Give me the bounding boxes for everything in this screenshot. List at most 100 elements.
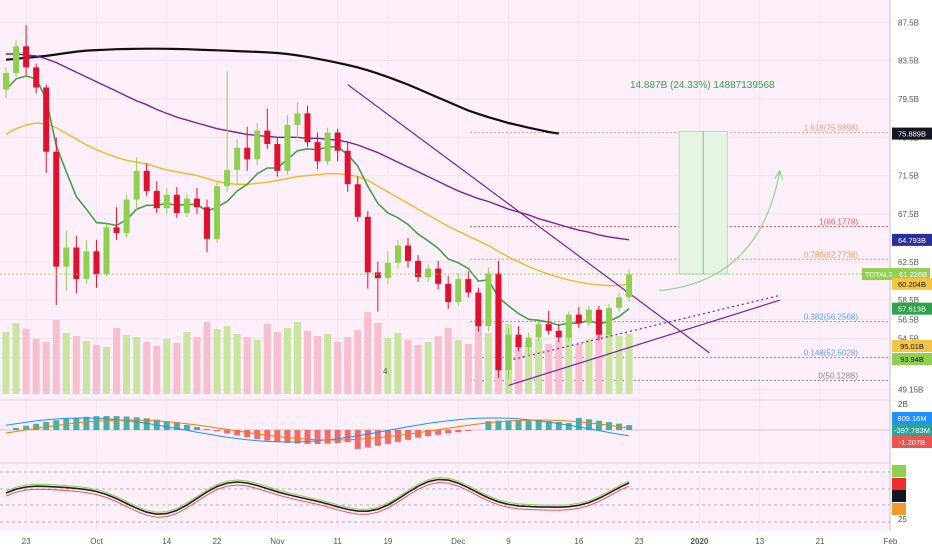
- volume-bar: [575, 344, 582, 394]
- volume-badge: 93.94B: [900, 355, 924, 364]
- candle-body: [516, 335, 522, 347]
- volume-bar: [455, 340, 462, 394]
- volume-bar: [123, 335, 130, 394]
- candle-body: [214, 186, 220, 239]
- candle-body: [63, 247, 69, 266]
- time-tick: 9: [506, 537, 511, 546]
- candle-body: [405, 246, 411, 261]
- volume-bar: [374, 323, 381, 394]
- macd-bar: [73, 418, 79, 430]
- candle-body: [556, 331, 562, 338]
- candle-body: [375, 272, 381, 278]
- macd-bar: [566, 423, 572, 430]
- macd-badge: -1.207B: [899, 438, 925, 447]
- price-tick: 79.5B: [898, 95, 919, 104]
- volume-bar: [183, 332, 190, 394]
- volume-bar: [33, 339, 40, 394]
- candle-body: [204, 207, 210, 239]
- volume-bar: [606, 332, 613, 394]
- volume-bar: [153, 346, 160, 394]
- volume-bar: [304, 331, 311, 394]
- macd-bar: [516, 420, 522, 430]
- macd-bar: [325, 430, 331, 444]
- fib-label: 0.786(62.7738): [804, 250, 859, 259]
- candle-body: [234, 148, 240, 170]
- volume-bar: [73, 336, 80, 394]
- time-tick: 23: [635, 537, 644, 546]
- candle-body: [305, 113, 311, 142]
- candle-body: [355, 184, 361, 217]
- price-badge: 75.889B: [898, 130, 926, 139]
- time-axis-background: [0, 531, 932, 550]
- macd-bar: [244, 430, 250, 437]
- candle-body: [395, 246, 401, 263]
- candle-body: [93, 251, 99, 274]
- macd-bar: [184, 425, 190, 430]
- volume-bar: [103, 347, 110, 394]
- candle-body: [134, 171, 140, 200]
- rsi-badge-bg: [892, 490, 906, 502]
- volume-bar: [535, 339, 542, 394]
- macd-bar: [83, 417, 89, 430]
- candle-body: [124, 200, 130, 234]
- macd-bar: [576, 418, 582, 430]
- candle-body: [254, 131, 260, 160]
- macd-bar: [204, 429, 210, 430]
- price-badge: 64.793B: [898, 236, 926, 245]
- volume-bar: [264, 324, 271, 394]
- volume-bar: [475, 322, 482, 394]
- price-tick: 56.5B: [898, 315, 919, 324]
- rsi-badge: 60: [908, 492, 916, 501]
- fib-label: 1.618(75.9898): [804, 124, 859, 133]
- price-badge: 60.204B: [898, 280, 926, 289]
- rsi-badge: 72: [908, 480, 916, 489]
- volume-bar: [143, 342, 150, 394]
- volume-bar: [224, 326, 231, 394]
- candle-body: [13, 46, 19, 73]
- candle-body: [224, 170, 230, 186]
- candle-body: [3, 73, 9, 89]
- macd-bar: [526, 420, 532, 430]
- volume-bar: [324, 334, 331, 394]
- volume-bar: [465, 344, 472, 394]
- macd-bar: [214, 430, 220, 431]
- candle-body: [536, 324, 542, 337]
- candle-body: [455, 279, 461, 302]
- volume-bar: [545, 344, 552, 394]
- price-tick: 62.5B: [898, 258, 919, 267]
- volume-bar: [204, 322, 211, 394]
- candle-body: [315, 142, 321, 161]
- price-tick: 83.5B: [898, 57, 919, 66]
- macd-bar: [335, 430, 341, 443]
- volume-bar: [334, 342, 341, 394]
- candle-body: [435, 269, 441, 284]
- rsi-badge-bg: [892, 503, 906, 515]
- volume-marker: 4: [383, 367, 388, 376]
- volume-bar: [585, 339, 592, 394]
- candle-body: [465, 279, 471, 292]
- time-tick: 14: [162, 537, 171, 546]
- macd-badge: -397.783M: [894, 426, 930, 435]
- candle-body: [194, 199, 200, 208]
- candle-body: [325, 133, 331, 162]
- macd-bar: [536, 421, 542, 430]
- volume-bar: [93, 345, 100, 394]
- volume-bar: [163, 339, 170, 394]
- volume-bar: [294, 322, 301, 394]
- total2-badge: TOTAL2 · 61.226B: [865, 270, 927, 279]
- time-tick: Nov: [270, 537, 284, 546]
- volume-bar: [565, 335, 572, 394]
- macd-bar: [134, 417, 140, 430]
- macd-bar: [43, 422, 49, 430]
- candle-body: [184, 199, 190, 213]
- candle-body: [425, 269, 431, 278]
- volume-bar: [274, 332, 281, 394]
- candle-body: [546, 324, 552, 331]
- fib-label: 0.148(52.5028): [804, 349, 859, 358]
- volume-bar: [63, 333, 70, 394]
- macd-axis-label: 2B: [898, 400, 908, 409]
- candle-body: [345, 151, 351, 185]
- time-tick: Oct: [90, 537, 103, 546]
